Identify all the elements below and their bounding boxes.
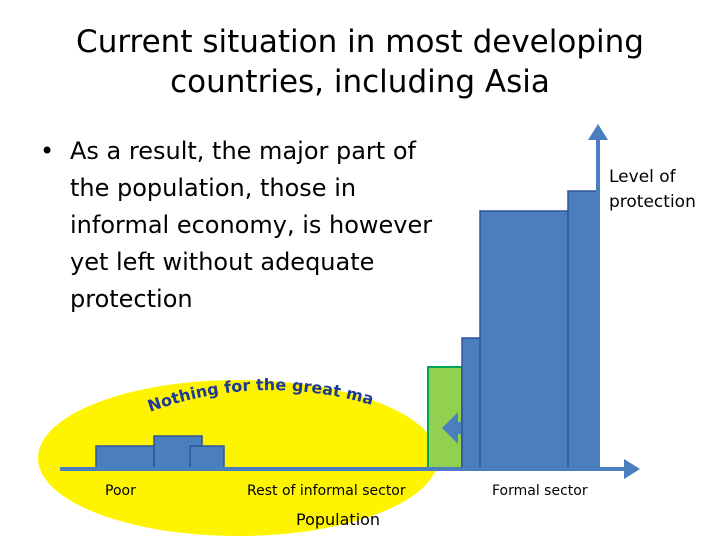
bullet-dot: • [40, 137, 55, 165]
curved-caption: Nothing for the great majority [0, 0, 376, 416]
x-axis-title: Population [296, 510, 380, 529]
curved-caption-text: Nothing for the great majority [0, 0, 376, 416]
title-line-1: Current situation in most developing [76, 24, 644, 60]
bar-formal-1 [461, 337, 483, 470]
bar-formal-3 [567, 190, 599, 470]
bar-formal-2 [479, 210, 571, 470]
group-label-poor: Poor [105, 483, 136, 499]
title-line-2: countries, including Asia [170, 64, 550, 100]
bullet-text: As a result, the major part of the popul… [70, 137, 433, 313]
bar-poor-1 [95, 445, 155, 470]
y-axis-label-line-2: protection [609, 192, 696, 212]
bar-poor-3 [189, 445, 225, 470]
left-arrow-icon [442, 412, 472, 444]
x-axis-arrow-icon [624, 459, 640, 479]
majority-oval [38, 380, 438, 536]
slide-title: Current situation in most developing cou… [0, 22, 720, 102]
y-axis-label-line-1: Level of [609, 167, 677, 187]
group-label-informal: Rest of informal sector [247, 483, 406, 499]
group-label-formal: Formal sector [492, 483, 588, 499]
y-axis-arrow-icon [588, 124, 608, 140]
bullet-item: • As a result, the major part of the pop… [40, 133, 440, 318]
y-axis-label: Level of protection [609, 167, 696, 212]
